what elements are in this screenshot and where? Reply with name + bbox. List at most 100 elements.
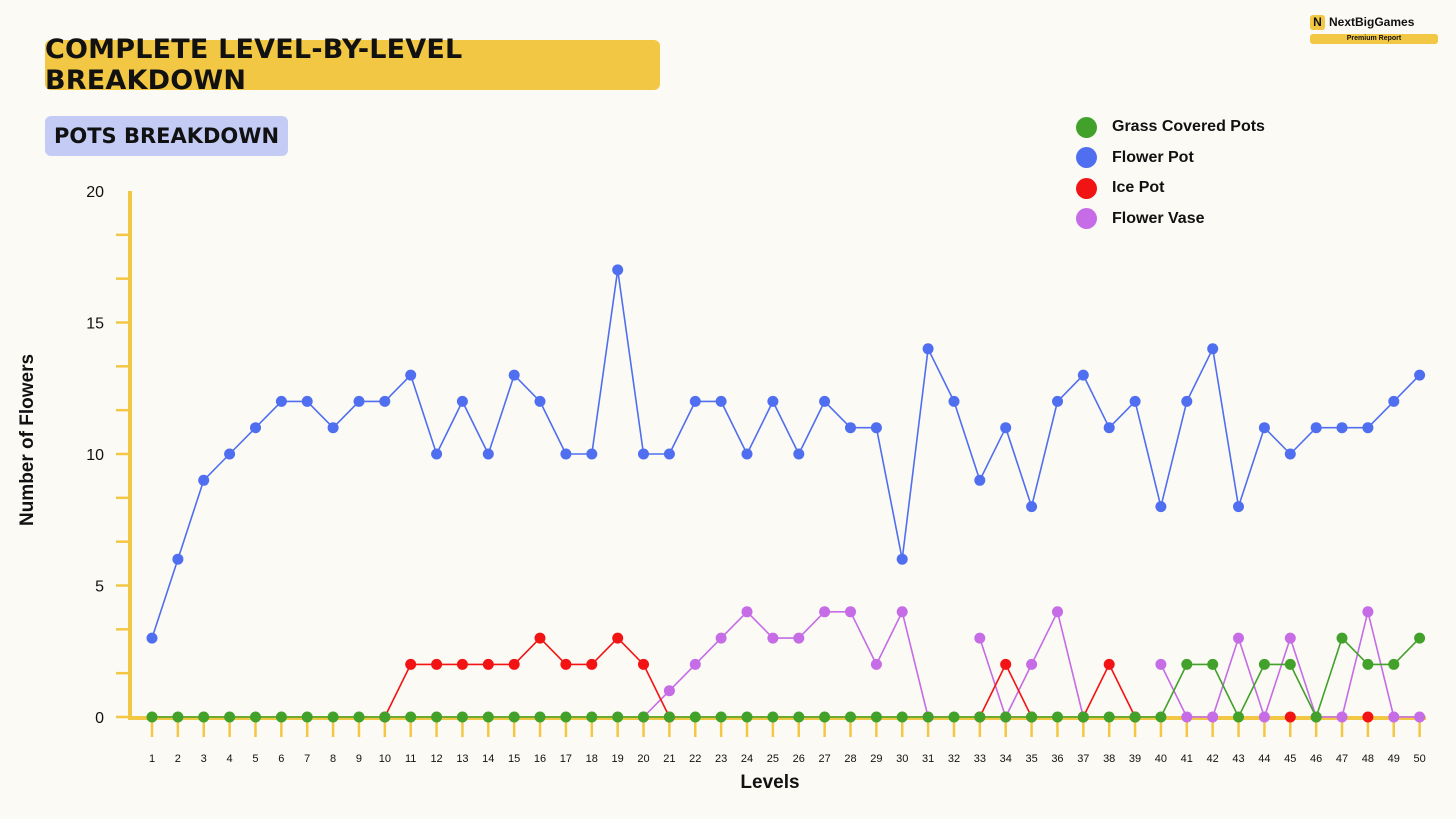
data-point-ice-pot [638, 658, 649, 670]
data-point-flower-pot [1207, 343, 1219, 355]
x-tick-label: 49 [1388, 753, 1400, 765]
x-tick-label: 40 [1155, 753, 1167, 765]
data-point-grass-covered-pots [896, 711, 908, 723]
x-tick-label: 6 [278, 753, 284, 765]
data-point-flower-vase [1181, 711, 1193, 723]
data-point-flower-vase [845, 606, 856, 618]
data-point-ice-pot [534, 632, 546, 644]
data-point-ice-pot [560, 658, 572, 670]
y-tick-label: 15 [86, 316, 104, 333]
data-point-grass-covered-pots [224, 711, 236, 723]
data-point-flower-pot [301, 395, 313, 407]
data-point-flower-pot [224, 448, 236, 460]
series-line-flower-pot [151, 269, 1421, 639]
data-point-grass-covered-pots [663, 711, 675, 723]
data-point-flower-vase [819, 606, 831, 618]
data-point-grass-covered-pots [612, 711, 624, 723]
data-point-flower-vase [974, 632, 986, 644]
data-point-flower-vase [793, 632, 805, 644]
data-point-flower-pot [1026, 501, 1038, 513]
series-line-ice-pot [979, 663, 1033, 718]
x-tick-label: 35 [1025, 753, 1037, 765]
x-tick-label: 48 [1362, 753, 1374, 765]
data-point-grass-covered-pots [508, 711, 520, 723]
data-point-grass-covered-pots [1207, 658, 1219, 670]
data-point-grass-covered-pots [198, 711, 210, 723]
data-point-ice-pot [1000, 658, 1012, 670]
data-point-ice-pot [456, 658, 468, 670]
x-tick-label: 45 [1284, 753, 1296, 765]
x-tick-label: 18 [586, 753, 598, 765]
x-tick-label: 42 [1207, 753, 1219, 765]
data-point-grass-covered-pots [638, 711, 649, 723]
data-point-flower-pot [1000, 422, 1012, 434]
data-point-flower-pot [1155, 501, 1167, 513]
data-point-flower-pot [1233, 501, 1244, 513]
data-point-grass-covered-pots [1362, 658, 1374, 670]
data-point-flower-vase [689, 658, 701, 670]
data-point-flower-vase [663, 685, 675, 697]
x-tick-label: 39 [1129, 753, 1141, 765]
series-line-ice-pot [384, 637, 671, 718]
x-tick-label: 2 [175, 753, 181, 765]
data-point-flower-pot [663, 448, 675, 460]
data-point-flower-pot [922, 343, 934, 355]
data-point-flower-vase [1388, 711, 1400, 723]
data-point-grass-covered-pots [767, 711, 779, 723]
legend-label: Flower Vase [1112, 209, 1205, 227]
legend-item-flower-vase: Flower Vase [1076, 204, 1265, 235]
data-point-grass-covered-pots [1155, 711, 1167, 723]
data-point-grass-covered-pots [793, 711, 805, 723]
data-point-flower-vase [1155, 658, 1167, 670]
data-point-ice-pot [586, 658, 598, 670]
data-point-flower-vase [896, 606, 908, 618]
y-tick-label: 20 [86, 184, 104, 201]
x-tick-label: 8 [330, 753, 336, 765]
data-point-grass-covered-pots [1284, 658, 1296, 670]
data-point-grass-covered-pots [1077, 711, 1089, 723]
legend-item-ice-pot: Ice Pot [1076, 173, 1265, 204]
data-point-flower-vase [741, 606, 753, 618]
data-point-grass-covered-pots [1103, 711, 1115, 723]
x-tick-label: 15 [508, 753, 520, 765]
section-title: POTS BREAKDOWN [53, 124, 280, 148]
data-point-grass-covered-pots [1181, 658, 1193, 670]
data-point-flower-vase [1414, 711, 1426, 723]
x-tick-label: 4 [227, 753, 233, 765]
data-point-grass-covered-pots [379, 711, 391, 723]
data-point-flower-vase [715, 632, 727, 644]
data-point-grass-covered-pots [431, 711, 443, 723]
y-tick-label: 10 [86, 447, 104, 464]
data-point-flower-pot [715, 395, 727, 407]
data-point-grass-covered-pots [586, 711, 598, 723]
series-line-ice-pot [1082, 663, 1136, 718]
legend-dot-flower-pot [1076, 147, 1097, 169]
x-tick-label: 21 [663, 753, 675, 765]
x-tick-label: 50 [1414, 753, 1426, 765]
data-point-ice-pot [1362, 711, 1374, 723]
x-tick-label: 43 [1232, 753, 1244, 765]
data-point-flower-pot [198, 474, 210, 486]
data-point-flower-pot [431, 448, 443, 460]
x-tick-label: 22 [689, 753, 701, 765]
x-tick-label: 37 [1077, 753, 1089, 765]
data-point-flower-pot [482, 448, 494, 460]
x-tick-label: 31 [922, 753, 934, 765]
legend-dot-flower-vase [1076, 208, 1097, 230]
x-tick-label: 33 [974, 753, 986, 765]
page-title-banner: COMPLETE LEVEL-BY-LEVEL BREAKDOWN [45, 34, 660, 96]
x-tick-label: 36 [1051, 753, 1063, 765]
data-point-grass-covered-pots [819, 711, 831, 723]
y-tick-label: 5 [95, 579, 104, 596]
data-point-grass-covered-pots [715, 711, 727, 723]
data-point-grass-covered-pots [974, 711, 986, 723]
data-point-flower-vase [1207, 711, 1219, 723]
data-point-flower-pot [689, 395, 701, 407]
data-point-flower-vase [1362, 606, 1374, 618]
x-tick-label: 46 [1310, 753, 1322, 765]
data-point-grass-covered-pots [482, 711, 494, 723]
data-point-flower-vase [1052, 606, 1063, 618]
x-tick-label: 44 [1258, 753, 1270, 765]
data-point-flower-vase [767, 632, 779, 644]
data-point-grass-covered-pots [560, 711, 572, 723]
